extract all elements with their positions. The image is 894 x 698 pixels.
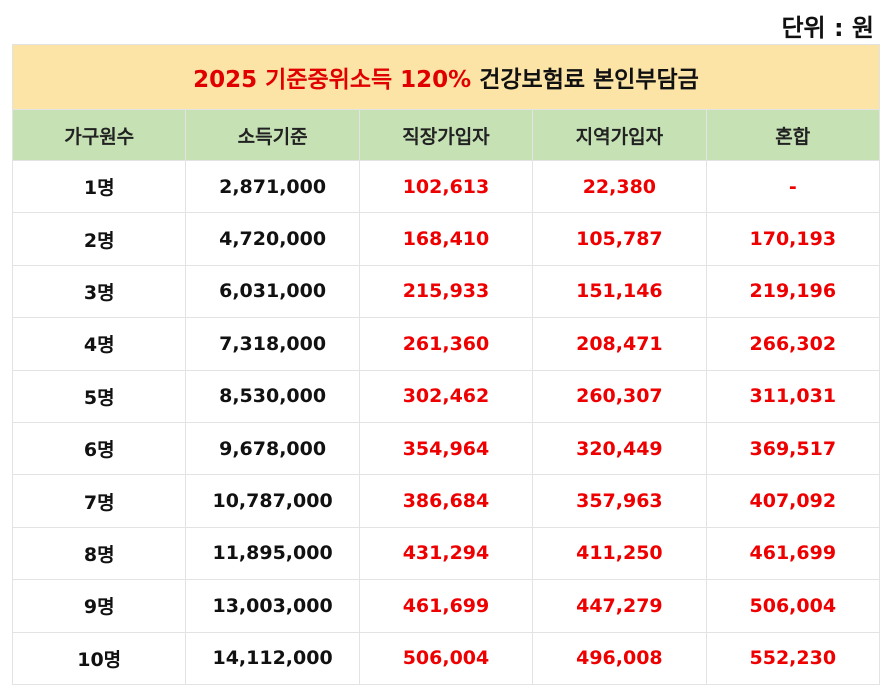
column-header: 혼합 (705, 109, 881, 161)
employee-premium-cell: 102,613 (358, 159, 534, 214)
income-standard-cell: 2,871,000 (185, 159, 360, 214)
table-row: 4명 7,318,000 261,360 208,471 266,302 (11, 317, 881, 371)
mixed-premium-cell: 219,196 (705, 264, 881, 319)
regional-premium-cell: 411,250 (532, 526, 707, 581)
mixed-premium-cell: 266,302 (705, 317, 881, 371)
household-size-cell: 1명 (11, 159, 187, 214)
regional-premium-cell: 22,380 (532, 159, 707, 214)
column-header: 지역가입자 (532, 109, 707, 161)
table-title: 2025 기준중위소득 120% 건강보험료 본인부담금 (12, 44, 880, 110)
regional-premium-cell: 105,787 (532, 212, 707, 266)
table-body: 1명 2,871,000 102,613 22,380-2명 4,720,000 168,… (11, 159, 881, 685)
table-row: 5명 8,530,000 302,462 260,307 311,031 (11, 369, 881, 423)
table-row: 1명 2,871,000 102,613 22,380- (11, 159, 881, 214)
household-size-cell: 9명 (11, 579, 187, 633)
regional-premium-cell: 357,963 (532, 474, 707, 528)
employee-premium-cell: 506,004 (358, 631, 534, 685)
employee-premium-cell: 168,410 (358, 212, 534, 266)
household-size-cell: 6명 (11, 421, 187, 476)
income-standard-cell: 10,787,000 (185, 474, 360, 528)
mixed-premium-cell: - (705, 159, 881, 214)
unit-label: 단위 : 원 (781, 14, 874, 42)
column-header: 가구원수 (11, 109, 187, 161)
income-standard-cell: 9,678,000 (185, 421, 360, 476)
household-size-cell: 5명 (11, 369, 187, 423)
household-size-cell: 4명 (11, 317, 187, 371)
income-standard-cell: 14,112,000 (185, 631, 360, 685)
household-size-cell: 7명 (11, 474, 187, 528)
table-title-highlight: 2025 기준중위소득 120% (193, 67, 472, 93)
employee-premium-cell: 354,964 (358, 421, 534, 476)
mixed-premium-cell: 369,517 (705, 421, 881, 476)
income-standard-cell: 4,720,000 (185, 212, 360, 266)
regional-premium-cell: 496,008 (532, 631, 707, 685)
regional-premium-cell: 447,279 (532, 579, 707, 633)
regional-premium-cell: 320,449 (532, 421, 707, 476)
employee-premium-cell: 215,933 (358, 264, 534, 319)
table-row: 3명 6,031,000 215,933 151,146 219,196 (11, 264, 881, 319)
mixed-premium-cell: 461,699 (705, 526, 881, 581)
employee-premium-cell: 386,684 (358, 474, 534, 528)
table-row: 9명 13,003,000 461,699 447,279 506,004 (11, 579, 881, 633)
table-title-rest: 건강보험료 본인부담금 (471, 67, 699, 93)
mixed-premium-cell: 311,031 (705, 369, 881, 423)
employee-premium-cell: 302,462 (358, 369, 534, 423)
employee-premium-cell: 461,699 (358, 579, 534, 633)
regional-premium-cell: 260,307 (532, 369, 707, 423)
income-standard-cell: 6,031,000 (185, 264, 360, 319)
premium-table: 2025 기준중위소득 120% 건강보험료 본인부담금 가구원수 소득기준 직… (11, 44, 881, 685)
household-size-cell: 2명 (11, 212, 187, 266)
regional-premium-cell: 208,471 (532, 317, 707, 371)
table-row: 2명 4,720,000 168,410 105,787 170,193 (11, 212, 881, 266)
mixed-premium-cell: 506,004 (705, 579, 881, 633)
mixed-premium-cell: 407,092 (705, 474, 881, 528)
table-row: 8명 11,895,000 431,294 411,250 461,699 (11, 526, 881, 581)
employee-premium-cell: 431,294 (358, 526, 534, 581)
regional-premium-cell: 151,146 (532, 264, 707, 319)
mixed-premium-cell: 552,230 (705, 631, 881, 685)
column-header: 직장가입자 (358, 109, 534, 161)
household-size-cell: 3명 (11, 264, 187, 319)
income-standard-cell: 13,003,000 (185, 579, 360, 633)
column-header: 소득기준 (185, 109, 360, 161)
table-row: 10명 14,112,000 506,004 496,008 552,230 (11, 631, 881, 685)
mixed-premium-cell: 170,193 (705, 212, 881, 266)
household-size-cell: 8명 (11, 526, 187, 581)
income-standard-cell: 11,895,000 (185, 526, 360, 581)
table-row: 6명 9,678,000 354,964 320,449 369,517 (11, 421, 881, 476)
income-standard-cell: 8,530,000 (185, 369, 360, 423)
header-row: 가구원수 소득기준 직장가입자 지역가입자 혼합 (11, 109, 881, 161)
title-row: 2025 기준중위소득 120% 건강보험료 본인부담금 (12, 44, 880, 110)
table-row: 7명 10,787,000 386,684 357,963 407,092 (11, 474, 881, 528)
household-size-cell: 10명 (11, 631, 187, 685)
income-standard-cell: 7,318,000 (185, 317, 360, 371)
employee-premium-cell: 261,360 (358, 317, 534, 371)
